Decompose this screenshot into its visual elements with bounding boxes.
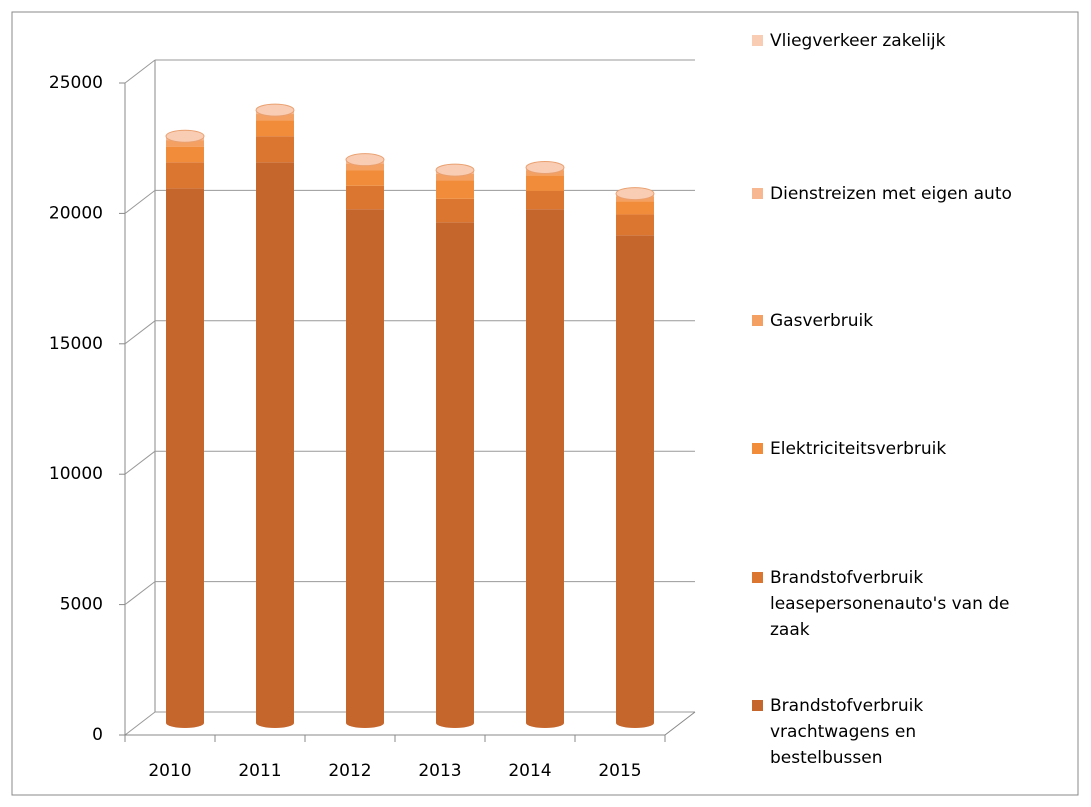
x-tick-label: 2012: [328, 761, 371, 781]
floor-edge: [664, 711, 696, 736]
grid-line: [124, 711, 156, 736]
y-tick-label: 25000: [49, 73, 103, 93]
x-tick-label: 2013: [418, 761, 461, 781]
legend-swatch: [752, 700, 763, 711]
x-tick-label: 2011: [238, 761, 281, 781]
bar-segment: [436, 222, 474, 723]
legend-label: Vliegverkeer zakelijk: [770, 31, 946, 51]
x-tick-label: 2015: [598, 761, 641, 781]
bar-segment: [616, 235, 654, 723]
grid-line: [124, 190, 156, 214]
bar-segment: [436, 174, 474, 181]
bar-top: [345, 153, 385, 167]
bar-segment: [256, 120, 294, 137]
legend-label: Elektriciteitsverbruik: [770, 439, 947, 459]
y-tick-label: 20000: [49, 203, 103, 223]
grid-line: [124, 59, 156, 84]
bar-segment: [166, 188, 204, 724]
y-tick-label: 15000: [49, 334, 103, 354]
bar-top: [255, 103, 295, 117]
bar-top: [615, 187, 655, 201]
bar-segment: [526, 209, 564, 723]
bar-segment: [256, 114, 294, 121]
bar-segment: [346, 209, 384, 723]
bar-top: [435, 163, 475, 177]
legend-swatch: [752, 572, 763, 583]
grid-line: [124, 450, 156, 475]
bar-top: [165, 129, 205, 143]
bar-segment: [346, 170, 384, 186]
legend-swatch: [752, 35, 763, 46]
legend-swatch: [752, 188, 763, 199]
bar-segment: [166, 140, 204, 147]
legend-swatch: [752, 443, 763, 454]
bar-segment: [256, 162, 294, 723]
bar-segment: [616, 201, 654, 215]
x-tick-label: 2014: [508, 761, 551, 781]
legend-label: Brandstofverbruik vrachtwagens en bestel…: [770, 696, 924, 768]
bar-top: [525, 160, 565, 174]
bar-segment: [166, 146, 204, 163]
bar-segment: [346, 163, 384, 171]
grid-line: [124, 320, 156, 345]
bar-segment: [526, 175, 564, 191]
y-tick-label: 10000: [49, 464, 103, 484]
bar-segment: [346, 185, 384, 210]
bar-segment: [256, 136, 294, 163]
grid-line: [124, 581, 156, 605]
x-tick-label: 2010: [148, 761, 191, 781]
legend-label: Dienstreizen met eigen auto: [770, 184, 1012, 204]
bar-segment: [436, 198, 474, 223]
legend-swatch: [752, 315, 763, 326]
y-tick-label: 0: [92, 725, 103, 745]
y-tick-label: 5000: [60, 595, 103, 615]
bar-segment: [166, 162, 204, 189]
bar-segment: [436, 180, 474, 199]
bar-segment: [526, 190, 564, 210]
legend-label: Gasverbruik: [770, 311, 874, 331]
legend-label: Brandstofverbruik leasepersonenauto's va…: [770, 568, 1010, 640]
bar-segment: [616, 214, 654, 236]
